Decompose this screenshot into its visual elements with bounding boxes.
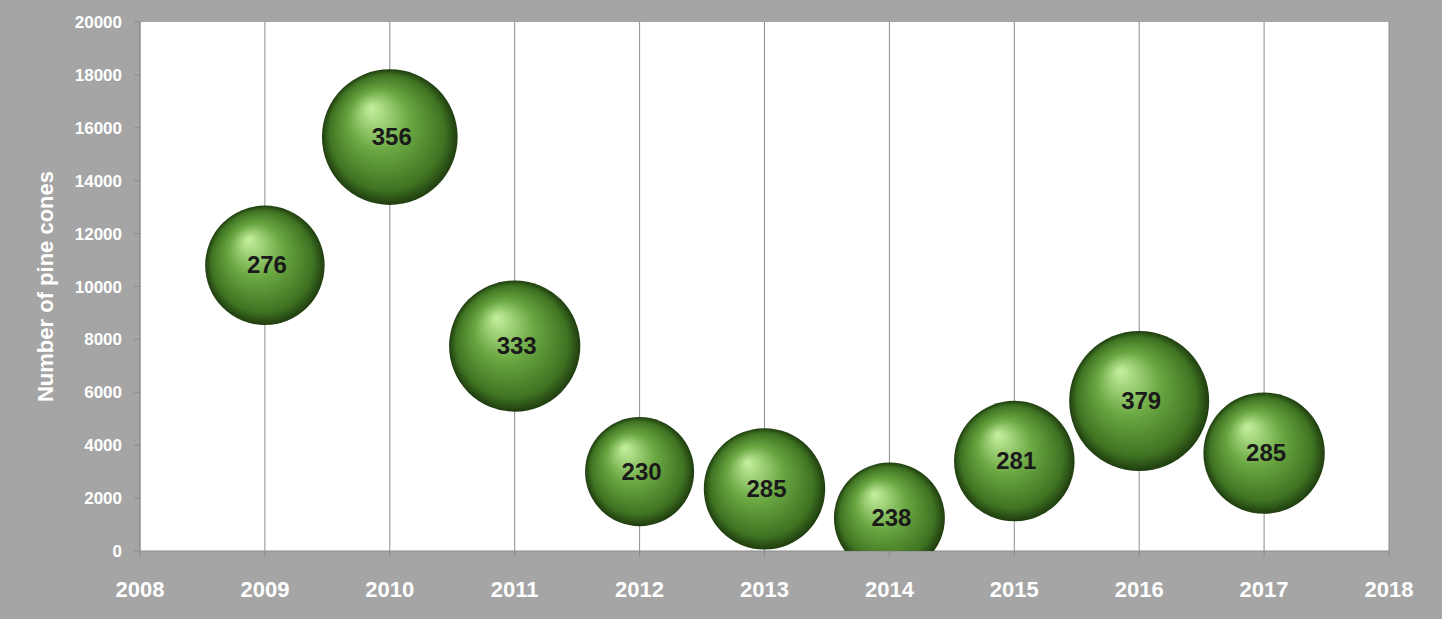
y-tick-label: 10000 xyxy=(75,278,122,297)
data-label: 356 xyxy=(372,123,412,150)
chart: 2008 2009 2010 2011 2012 2013 2014 2015 2016 2017… xyxy=(0,0,1442,619)
data-label: 379 xyxy=(1121,387,1161,414)
x-tick-label: 2015 xyxy=(990,577,1039,602)
y-tick xyxy=(134,286,140,287)
bubble xyxy=(205,206,324,325)
x-tick xyxy=(639,551,640,557)
x-tick-label: 2012 xyxy=(615,577,664,602)
y-tick xyxy=(134,127,140,128)
x-tick xyxy=(1389,551,1390,557)
bubble xyxy=(585,417,694,526)
bubble xyxy=(1069,331,1209,471)
data-label: 276 xyxy=(247,251,287,278)
x-tick-label: 2016 xyxy=(1115,577,1164,602)
bubble xyxy=(834,462,945,551)
y-tick-label: 18000 xyxy=(75,66,122,85)
y-axis-label: Number of pine cones xyxy=(33,171,58,402)
y-tick xyxy=(134,22,140,23)
y-tick-label: 12000 xyxy=(75,225,122,244)
y-tick-label: 6000 xyxy=(84,383,122,402)
data-label: 230 xyxy=(622,458,662,485)
bubble xyxy=(449,280,580,411)
y-tick xyxy=(134,498,140,499)
x-tick xyxy=(764,551,765,557)
x-tick xyxy=(1014,551,1015,557)
bubble xyxy=(954,401,1075,522)
x-tick-label: 2013 xyxy=(740,577,789,602)
x-tick-label: 2008 xyxy=(116,577,165,602)
y-tick xyxy=(134,180,140,181)
y-tick-label: 20000 xyxy=(75,13,122,32)
x-tick xyxy=(1139,551,1140,557)
y-tick-label: 16000 xyxy=(75,119,122,138)
x-tick-label: 2017 xyxy=(1240,577,1289,602)
y-tick xyxy=(134,392,140,393)
grid-line xyxy=(1389,22,1390,551)
data-label: 238 xyxy=(871,504,911,531)
x-tick xyxy=(889,551,890,557)
y-tick xyxy=(134,551,140,552)
x-tick-label: 2009 xyxy=(240,577,289,602)
data-label: 285 xyxy=(1246,439,1286,466)
data-label: 285 xyxy=(746,475,786,502)
bubble xyxy=(704,428,825,549)
y-tick-label: 0 xyxy=(113,542,122,561)
y-tick-label: 2000 xyxy=(84,489,122,508)
x-tick xyxy=(1264,551,1265,557)
x-tick-label: 2010 xyxy=(365,577,414,602)
x-tick xyxy=(389,551,390,557)
x-tick xyxy=(140,551,141,557)
y-tick-label: 4000 xyxy=(84,436,122,455)
y-tick xyxy=(134,339,140,340)
y-tick xyxy=(134,74,140,75)
grid-line xyxy=(140,22,141,551)
y-tick xyxy=(134,445,140,446)
grid-line xyxy=(1139,22,1140,551)
x-tick-label: 2018 xyxy=(1365,577,1414,602)
bubble xyxy=(1203,392,1324,513)
y-axis xyxy=(140,22,141,551)
x-tick xyxy=(264,551,265,557)
x-tick-label: 2011 xyxy=(491,577,539,602)
y-tick xyxy=(134,233,140,234)
plot-area xyxy=(140,22,1389,551)
data-label: 333 xyxy=(497,332,537,359)
y-tick-label: 14000 xyxy=(75,172,122,191)
x-tick-label: 2014 xyxy=(865,577,915,602)
bubble xyxy=(322,69,458,205)
data-label: 281 xyxy=(996,447,1036,474)
x-axis xyxy=(140,551,1389,552)
x-tick xyxy=(514,551,515,557)
y-tick-label: 8000 xyxy=(84,330,122,349)
bubbles xyxy=(205,69,1325,551)
